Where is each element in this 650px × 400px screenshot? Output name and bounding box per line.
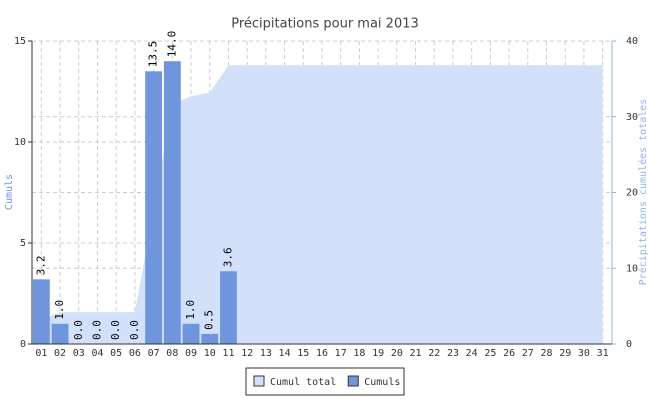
bar	[51, 323, 69, 344]
x-tick-label: 16	[316, 348, 328, 359]
value-label: 1.0	[53, 300, 66, 320]
y-tick-label: 10	[14, 137, 26, 148]
x-tick-label: 10	[204, 348, 216, 359]
x-tick-label: 27	[522, 348, 534, 359]
y2-tick-label: 10	[626, 263, 638, 274]
value-label: 14.0	[165, 31, 178, 58]
data: 3.2 1.0 0.0 0.0 0.0 0.0 13.5 14.0 1.0 0.5 3.6	[32, 31, 603, 345]
value-label: 13.5	[147, 41, 160, 68]
value-label: 0.0	[90, 320, 103, 340]
x-tick-label: 29	[559, 348, 571, 359]
x-tick-label: 02	[54, 348, 66, 359]
y2-tick-label: 0	[626, 339, 632, 350]
value-label: 0.0	[128, 320, 141, 340]
value-label: 3.2	[34, 255, 47, 275]
chart-title: Précipitations pour mai 2013	[231, 17, 419, 32]
x-tick-label: 01	[35, 348, 47, 359]
y-tick-label: 0	[20, 339, 26, 350]
legend-label: Cumuls	[364, 377, 400, 388]
bar	[220, 271, 237, 344]
x-tick-label: 25	[484, 348, 496, 359]
x-tick-label: 17	[335, 348, 347, 359]
x-tick-label: 30	[578, 348, 590, 359]
x-tick-label: 07	[148, 348, 160, 359]
y2-tick-label: 30	[626, 112, 638, 123]
value-label: 0.0	[109, 320, 122, 340]
x-tick-label: 19	[372, 348, 384, 359]
x-tick-label: 09	[185, 348, 197, 359]
x-tick-label: 23	[447, 348, 459, 359]
y2-axis-label: Précipitations cumulées totales	[637, 99, 649, 286]
y2-tick-label: 40	[626, 36, 638, 47]
bar	[32, 279, 50, 344]
bar	[163, 61, 181, 344]
legend-swatch	[347, 375, 359, 387]
bar	[201, 333, 219, 344]
y-tick-label: 15	[14, 36, 26, 47]
x-tick-label: 06	[129, 348, 141, 359]
y2-tick-label: 20	[626, 188, 638, 199]
x-tick-label: 08	[166, 348, 178, 359]
x-tick-label: 13	[260, 348, 272, 359]
x-tick-label: 14	[279, 348, 291, 359]
x-tick-label: 03	[73, 348, 85, 359]
y-tick-label: 5	[20, 238, 26, 249]
value-label: 0.0	[72, 320, 85, 340]
area	[41, 65, 603, 345]
x-tick-label: 28	[540, 348, 552, 359]
x-tick-label: 05	[110, 348, 122, 359]
x-tick-label: 26	[503, 348, 515, 359]
value-label: 1.0	[184, 300, 197, 320]
legend-label: Cumul total	[270, 377, 336, 388]
x-tick-label: 31	[597, 348, 609, 359]
x-tick-label: 11	[222, 348, 234, 359]
x-tick-label: 18	[353, 348, 365, 359]
legend	[245, 367, 405, 396]
bar	[182, 323, 200, 344]
value-label: 0.5	[203, 310, 216, 330]
x-tick-label: 20	[391, 348, 403, 359]
x-tick-label: 22	[428, 348, 440, 359]
x-tick-label: 12	[241, 348, 253, 359]
bar	[145, 71, 163, 345]
legend-swatch	[253, 375, 265, 387]
value-label: 3.6	[221, 247, 234, 267]
x-tick-label: 15	[297, 348, 309, 359]
x-tick-label: 24	[466, 348, 478, 359]
y-axis-label: Cumuls	[4, 174, 15, 210]
x-tick-label: 04	[91, 348, 103, 359]
x-tick-label: 21	[410, 348, 422, 359]
